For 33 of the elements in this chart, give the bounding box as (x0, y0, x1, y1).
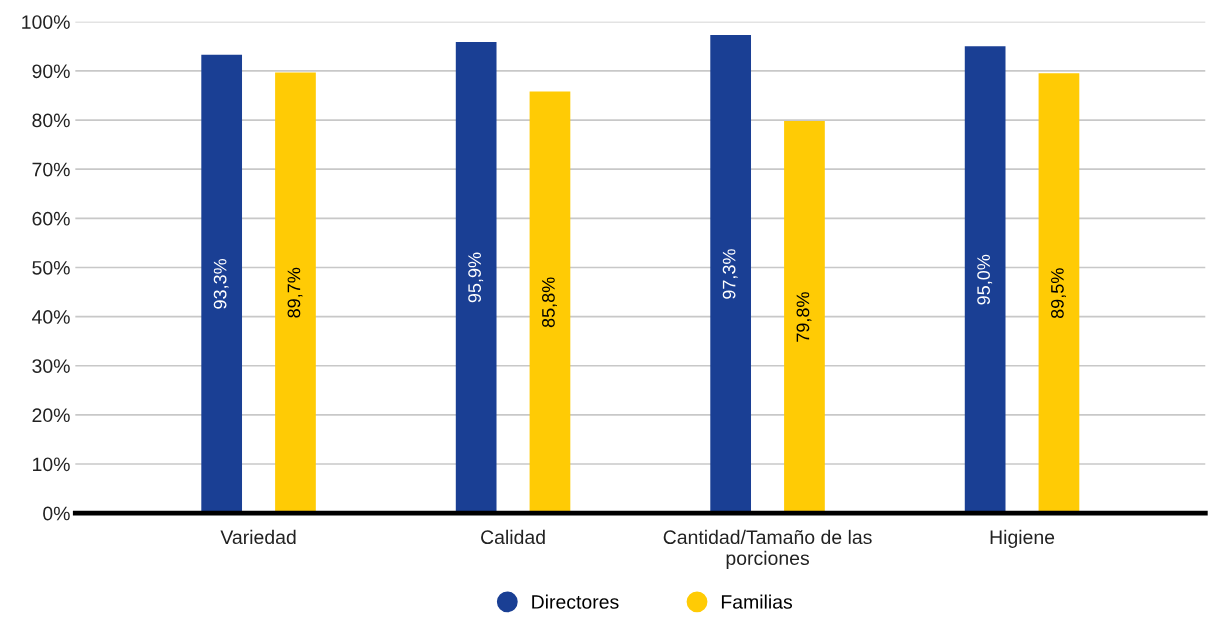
y-tick-label: 20% (32, 408, 70, 423)
x-tick-label: Variedad (220, 529, 296, 545)
legend-label: Familias (721, 594, 793, 609)
bar (1038, 73, 1080, 514)
y-tick-label: 70% (32, 162, 70, 177)
bar (275, 72, 316, 514)
y-tick-label: 50% (32, 260, 70, 275)
x-tick-label: Higiene (990, 529, 1055, 548)
data-label: 89,5% (1051, 268, 1066, 319)
bar (784, 121, 825, 514)
bar (201, 54, 243, 514)
data-label: 95,0% (977, 254, 993, 305)
bar (455, 41, 497, 514)
bar (964, 46, 1006, 514)
data-label: 95,9% (468, 252, 484, 303)
x-tick-label: Calidad (481, 529, 545, 545)
y-tick-label: 90% (32, 64, 70, 79)
data-label: 79,8% (796, 292, 812, 342)
y-tick-label: 40% (32, 310, 70, 324)
bar (529, 91, 571, 514)
y-tick-label: 10% (33, 457, 70, 472)
y-tick-label: 80% (32, 113, 70, 128)
y-tick-label: 60% (32, 211, 70, 226)
y-tick-label: 100% (22, 15, 70, 30)
data-label: 89,7% (287, 267, 303, 318)
y-tick-label: 30% (32, 359, 70, 373)
data-label: 85,8% (542, 277, 557, 328)
legend-label: Directores (532, 594, 619, 609)
x-tick-label: Cantidad/Tamaño de las porciones (663, 529, 872, 569)
data-label: 97,3% (722, 249, 738, 299)
data-label: 93,3% (213, 258, 229, 309)
bar (710, 35, 752, 514)
y-tick-label: 0% (43, 506, 70, 521)
